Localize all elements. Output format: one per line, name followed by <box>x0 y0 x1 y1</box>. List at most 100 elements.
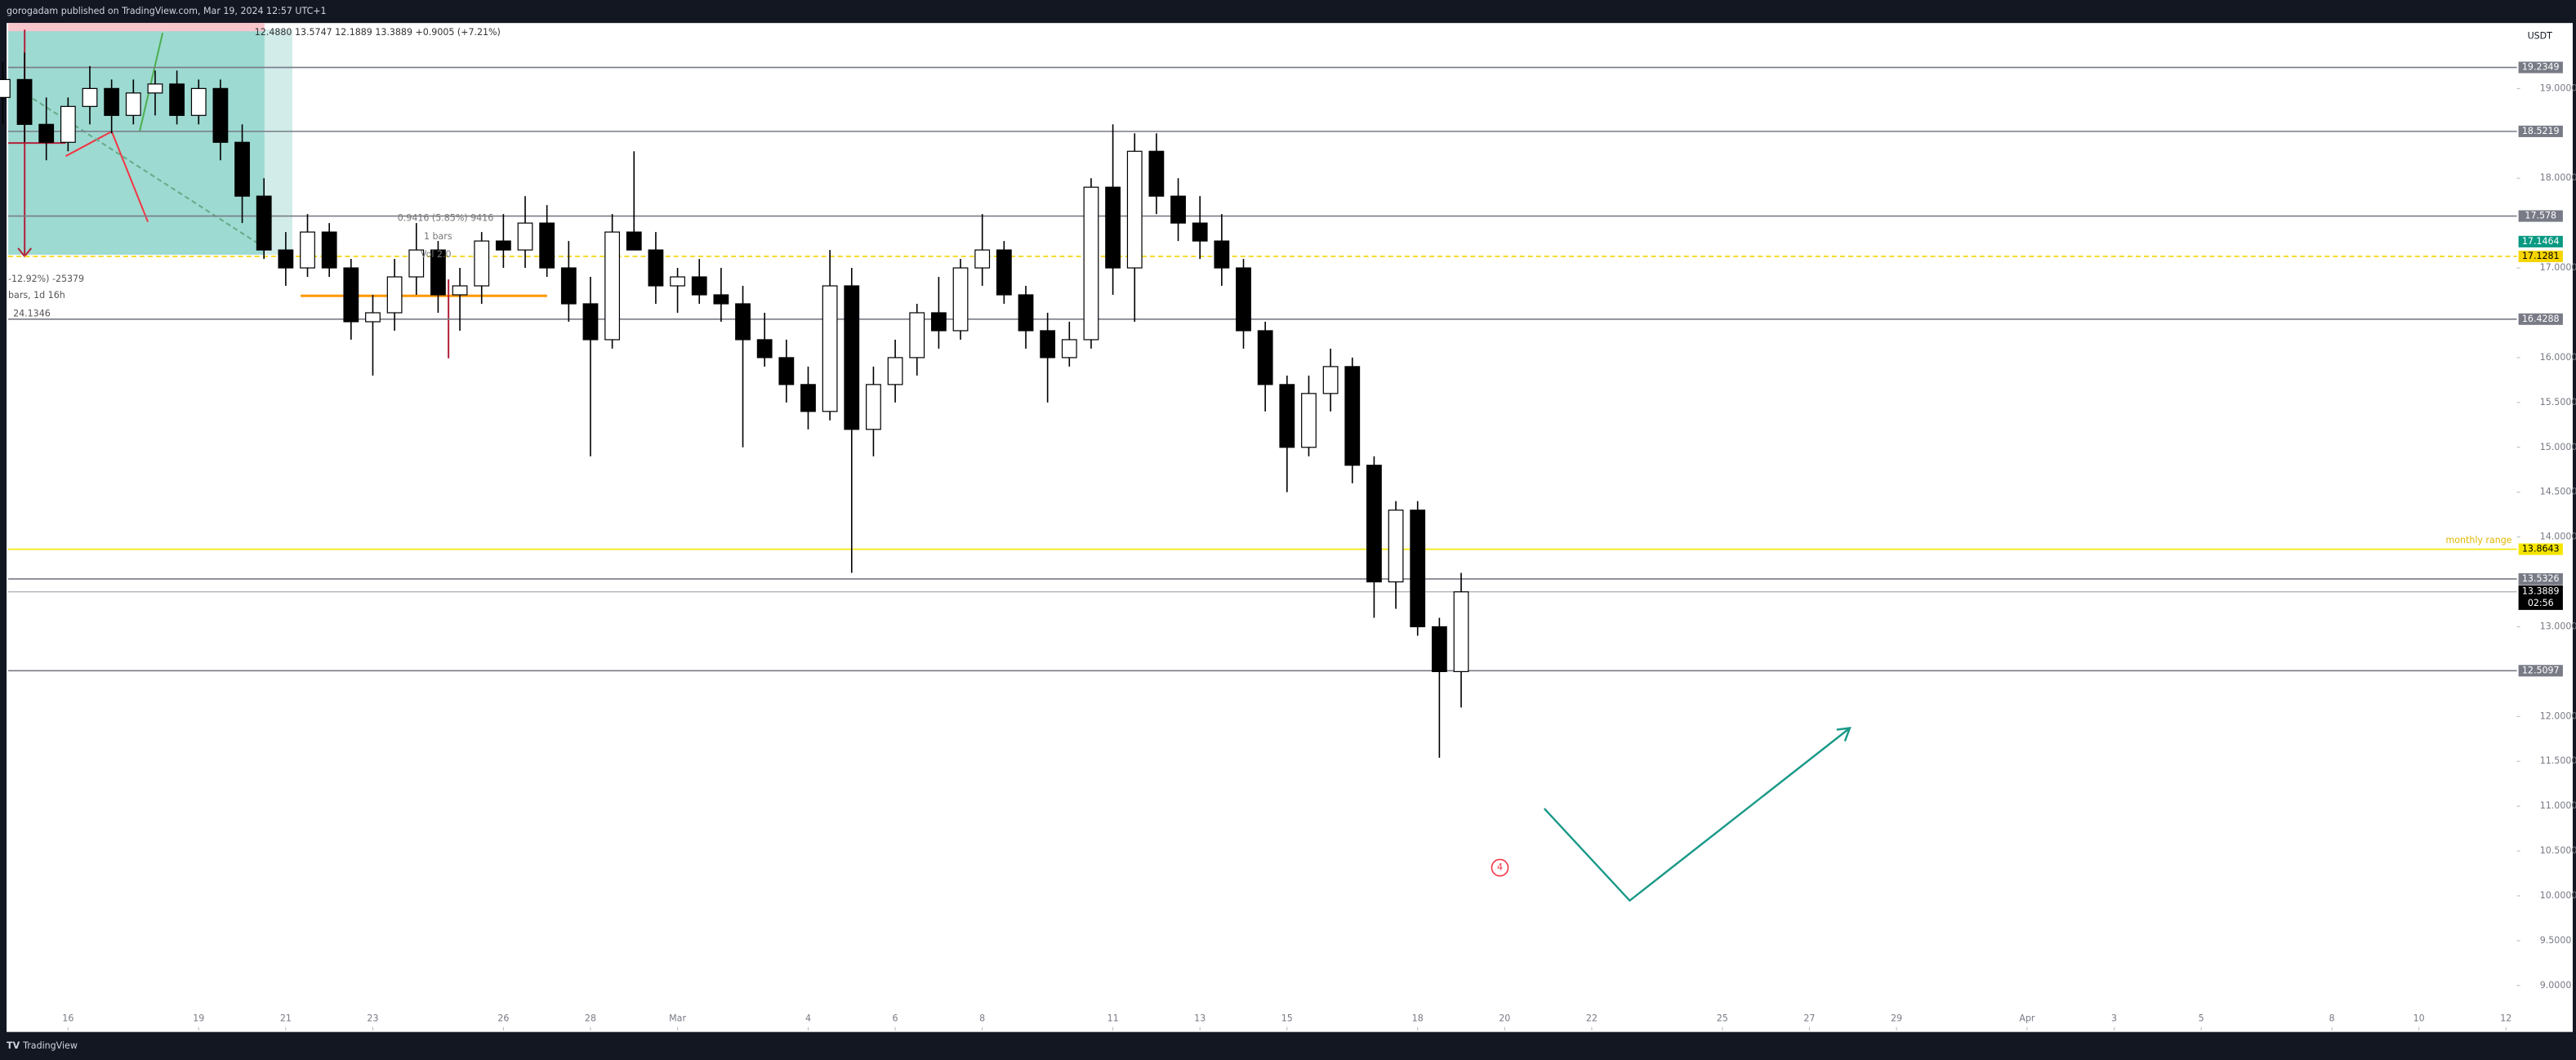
x-tick-label: 28 <box>585 1013 596 1024</box>
candle-body <box>1279 384 1295 448</box>
y-tick-label: 18.0000 <box>2540 172 2576 183</box>
x-tick-label: 21 <box>280 1013 292 1024</box>
red-arrow <box>110 131 149 223</box>
candle-body <box>1388 510 1404 583</box>
candle-body <box>300 231 315 269</box>
candle-body <box>952 267 969 332</box>
price-label: 16.4288 <box>2522 314 2560 324</box>
price-label: 13.5326 <box>2522 573 2560 584</box>
overlay: 19.0000 18.0000 17.0000 16.0000 15.5000 15.00… <box>8 61 2576 1024</box>
x-tick-label: 8 <box>2329 1013 2335 1024</box>
x-tick-label: 20 <box>1499 1013 1510 1024</box>
y-tick-label: 10.5000 <box>2540 845 2576 856</box>
wave-label-circle <box>1491 858 1509 877</box>
y-tick-label: 17.0000 <box>2540 262 2576 273</box>
y-tick-label: 11.0000 <box>2540 800 2576 811</box>
candle-body <box>756 339 773 359</box>
x-tick-label: 27 <box>1803 1013 1815 1024</box>
annotation: 24.1346 <box>13 308 51 318</box>
x-tick-label: 5 <box>2199 1013 2204 1024</box>
candle-body <box>125 92 141 116</box>
candle-body <box>582 303 599 341</box>
candle-body <box>495 240 511 251</box>
candle-body <box>408 249 425 278</box>
x-tick-label: 26 <box>497 1013 509 1024</box>
candle-body <box>16 78 33 125</box>
x-tick-label: 3 <box>2111 1013 2117 1024</box>
candle-body <box>60 105 76 143</box>
ohlc-legend: 12.4880 13.5747 12.1889 13.3889 +0.9005 … <box>255 27 501 38</box>
candle-body <box>1301 393 1317 448</box>
header: gorogadam published on TradingView.com, … <box>7 6 327 16</box>
x-tick-label: 6 <box>893 1013 898 1024</box>
y-tick-label: 12.0000 <box>2540 710 2576 721</box>
candle-body <box>1040 330 1056 359</box>
candle-body <box>1453 591 1469 672</box>
x-tick-label: 16 <box>62 1013 74 1024</box>
candle-body <box>1366 465 1382 583</box>
price-label-box <box>2518 665 2563 677</box>
candle-body <box>234 141 250 197</box>
price-label: 19.2349 <box>2522 62 2560 73</box>
x-tick-label: 19 <box>193 1013 204 1024</box>
candle-body <box>474 240 490 287</box>
footer-bar <box>0 1031 2576 1060</box>
candle-body <box>648 249 664 287</box>
projection-arrow <box>1543 727 1852 902</box>
candle-body <box>691 276 707 296</box>
candle-body <box>713 294 729 305</box>
x-tick-label: 29 <box>1891 1013 1902 1024</box>
footer-brand: TradingView <box>22 1040 78 1051</box>
price-label-box <box>2518 572 2563 585</box>
candle-body <box>169 83 185 116</box>
x-tick-label: 8 <box>979 1013 985 1024</box>
candle-body <box>735 303 751 341</box>
y-tick-label: 9.5000 <box>2540 935 2572 946</box>
candle-body <box>278 249 294 269</box>
candle-body <box>866 384 881 430</box>
candle-body <box>147 83 163 94</box>
candle-body <box>930 312 947 332</box>
candle-body <box>343 267 359 323</box>
candle-body <box>517 222 533 251</box>
annotation: bars, 1d 16h <box>8 290 65 301</box>
candle-body <box>1126 150 1143 269</box>
price-label: 17.1464 <box>2522 236 2560 247</box>
x-tick-label: 23 <box>367 1013 378 1024</box>
price-label: 17.578 <box>2525 211 2556 221</box>
candle-body <box>1236 267 1251 332</box>
candle-body <box>256 195 272 251</box>
current-price-label: 13.3889 <box>2522 586 2560 597</box>
price-label: 17.1281 <box>2522 251 2560 261</box>
annotation: 1 bars <box>424 231 452 242</box>
price-label-box <box>2518 61 2563 73</box>
y-tick-label: 14.5000 <box>2540 487 2576 497</box>
price-label-box <box>2518 313 2563 325</box>
y-tick-label: 13.0000 <box>2540 621 2576 631</box>
candle-body <box>822 285 838 412</box>
candle-body <box>1018 294 1034 332</box>
candle-body <box>909 312 925 359</box>
annotation: 0.9416 (5.85%) 9416 <box>398 213 493 224</box>
price-label: 18.5219 <box>2522 126 2560 136</box>
candle-body <box>1344 366 1361 466</box>
green-arrow <box>138 33 164 132</box>
countdown: 02:56 <box>2528 598 2554 608</box>
candle-body <box>1257 330 1273 385</box>
candle-body <box>430 249 446 296</box>
candle-body <box>321 231 337 269</box>
candle-body <box>0 78 11 98</box>
price-label-box <box>2518 250 2563 263</box>
candle-body <box>104 87 120 116</box>
grid <box>8 66 2520 1031</box>
candles <box>0 52 1469 758</box>
candle-body <box>778 357 795 385</box>
y-tick-label: 19.0000 <box>2540 82 2576 93</box>
y-tick-label: 10.0000 <box>2540 890 2576 901</box>
candle-body <box>539 222 555 269</box>
candle-body <box>38 123 55 143</box>
price-label-box <box>2518 210 2563 222</box>
candle-body <box>1148 150 1165 197</box>
candle-body <box>212 87 229 143</box>
candle-body <box>1322 366 1339 394</box>
